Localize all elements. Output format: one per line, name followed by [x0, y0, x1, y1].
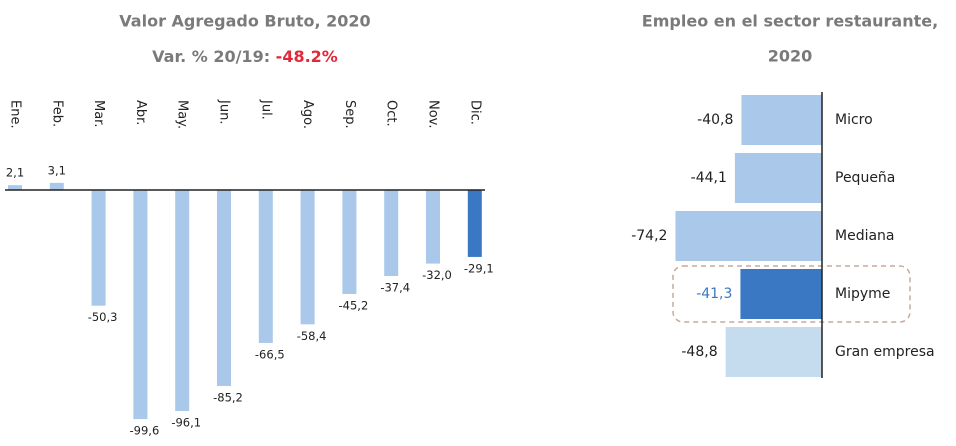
bar — [300, 190, 315, 325]
x-tick-label: Jun. — [217, 99, 232, 124]
bar — [740, 269, 822, 319]
value-label: -37,4 — [380, 281, 410, 295]
subtitle-highlight: -48.2% — [276, 47, 338, 66]
value-label: -48,8 — [681, 344, 717, 360]
category-label: Pequeña — [835, 170, 895, 186]
x-tick-label: Abr. — [133, 100, 148, 125]
bar — [175, 190, 190, 412]
x-tick-label: Feb. — [49, 100, 64, 127]
x-tick-label: Oct. — [384, 100, 399, 127]
value-label: 3,1 — [48, 163, 66, 177]
bar — [725, 327, 822, 377]
value-label: -99,6 — [130, 424, 160, 438]
bar — [426, 190, 440, 264]
value-label: 2,1 — [6, 166, 24, 180]
bar — [467, 190, 482, 257]
x-tick-label: Jul. — [258, 99, 273, 120]
bar — [342, 190, 357, 294]
value-label: -85,2 — [213, 390, 243, 404]
bar — [675, 211, 822, 261]
bar — [49, 182, 64, 190]
chart-title: 2020 — [768, 47, 813, 66]
bar — [8, 185, 22, 190]
x-tick-label: Nov. — [426, 100, 441, 129]
category-label: Mipyme — [835, 286, 890, 302]
category-label: Mediana — [835, 228, 895, 244]
category-label: Micro — [835, 112, 873, 128]
value-label: -74,2 — [631, 228, 667, 244]
value-label: -32,0 — [422, 268, 452, 282]
bar — [91, 190, 106, 306]
x-tick-label: Sep. — [342, 100, 357, 129]
value-label: -66,5 — [255, 347, 285, 361]
chart-subtitle: Var. % 20/19: -48.2% — [152, 47, 338, 66]
value-label: -45,2 — [339, 298, 369, 312]
bar — [133, 190, 148, 420]
bar — [741, 95, 822, 145]
value-label: -50,3 — [88, 310, 118, 324]
value-label: -40,8 — [697, 112, 733, 128]
value-label: -96,1 — [171, 416, 201, 430]
value-label: -44,1 — [691, 170, 727, 186]
bar — [384, 190, 399, 277]
highlight-box — [672, 265, 911, 323]
value-label: -29,1 — [464, 261, 494, 275]
bar — [258, 190, 273, 343]
value-label: -41,3 — [696, 286, 732, 302]
value-label: -58,4 — [297, 329, 327, 343]
subtitle: Var. % 20/19: — [152, 47, 270, 66]
bar — [217, 190, 231, 386]
x-tick-label: Ago. — [300, 100, 315, 129]
x-tick-label: May. — [175, 100, 190, 129]
x-tick-label: Dic. — [467, 100, 482, 125]
x-tick-label: Mar. — [91, 100, 106, 127]
x-tick-label: Ene. — [8, 100, 23, 129]
category-label: Gran empresa — [835, 344, 935, 360]
chart-title: Empleo en el sector restaurante, — [642, 12, 938, 31]
chart-title: Valor Agregado Bruto, 2020 — [119, 12, 370, 31]
bar — [734, 153, 822, 203]
